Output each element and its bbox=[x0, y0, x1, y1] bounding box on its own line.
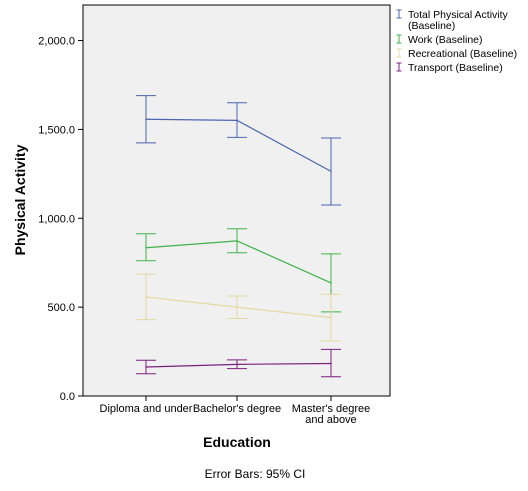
data-point bbox=[236, 119, 238, 122]
legend-entry-1: Work (Baseline) bbox=[396, 34, 483, 46]
x-axis-title: Education bbox=[203, 434, 271, 450]
legend-label-line: (Baseline) bbox=[408, 20, 455, 32]
x-tick-label: Bachelor's degree bbox=[193, 403, 281, 415]
y-tick-label: 1,500.0 bbox=[38, 124, 75, 136]
data-point bbox=[236, 363, 238, 366]
series-1 bbox=[136, 228, 341, 313]
data-point bbox=[330, 316, 332, 319]
x-tick-label-line: Bachelor's degree bbox=[193, 403, 281, 415]
legend-entry-3: Transport (Baseline) bbox=[396, 62, 503, 74]
y-axis-title: Physical Activity bbox=[12, 144, 28, 255]
data-point bbox=[145, 296, 147, 298]
x-tick-label-line: and above bbox=[305, 414, 356, 426]
x-axis: Diploma and under Bachelor's degree Master… bbox=[100, 396, 371, 426]
error-bar-note: Error Bars: 95% CI bbox=[205, 467, 306, 481]
plot-background bbox=[82, 4, 391, 397]
x-tick-label: Master's degree and above bbox=[292, 403, 371, 426]
y-tick-label: 0.0 bbox=[60, 391, 75, 403]
legend-label: Transport (Baseline) bbox=[408, 62, 503, 74]
data-point bbox=[330, 282, 332, 284]
data-point bbox=[236, 306, 238, 308]
series-2 bbox=[136, 273, 341, 342]
legend-label-line: Transport (Baseline) bbox=[408, 62, 503, 74]
data-point bbox=[145, 246, 147, 249]
series-0 bbox=[136, 95, 341, 206]
data-point bbox=[330, 170, 332, 173]
legend-label: Work (Baseline) bbox=[408, 34, 483, 46]
data-point bbox=[330, 362, 332, 365]
legend-label: Total Physical Activity (Baseline) bbox=[408, 9, 509, 32]
legend-label-line: Recreational (Baseline) bbox=[408, 48, 517, 60]
legend-label-line: Total Physical Activity bbox=[408, 9, 509, 21]
legend-entry-0: Total Physical Activity (Baseline) bbox=[396, 9, 509, 32]
x-tick-label-line: Master's degree bbox=[292, 403, 371, 415]
legend-label-line: Work (Baseline) bbox=[408, 34, 483, 46]
x-tick-label-line: Diploma and under bbox=[100, 403, 193, 415]
legend-label: Recreational (Baseline) bbox=[408, 48, 517, 60]
series-layer bbox=[136, 95, 341, 378]
data-point bbox=[145, 118, 147, 121]
y-tick-label: 500.0 bbox=[47, 302, 75, 314]
y-tick-label: 1,000.0 bbox=[38, 213, 75, 225]
x-tick-label: Diploma and under bbox=[100, 403, 193, 415]
series-3 bbox=[136, 348, 341, 378]
data-point bbox=[145, 366, 147, 368]
data-point bbox=[236, 240, 238, 242]
y-tick-label: 2,000.0 bbox=[38, 36, 75, 48]
legend-entry-2: Recreational (Baseline) bbox=[396, 48, 517, 60]
legend: Total Physical Activity (Baseline) Work (B… bbox=[396, 9, 517, 74]
y-axis: 0.0 500.0 1,000.0 1,500.0 2,000.0 bbox=[38, 36, 83, 403]
